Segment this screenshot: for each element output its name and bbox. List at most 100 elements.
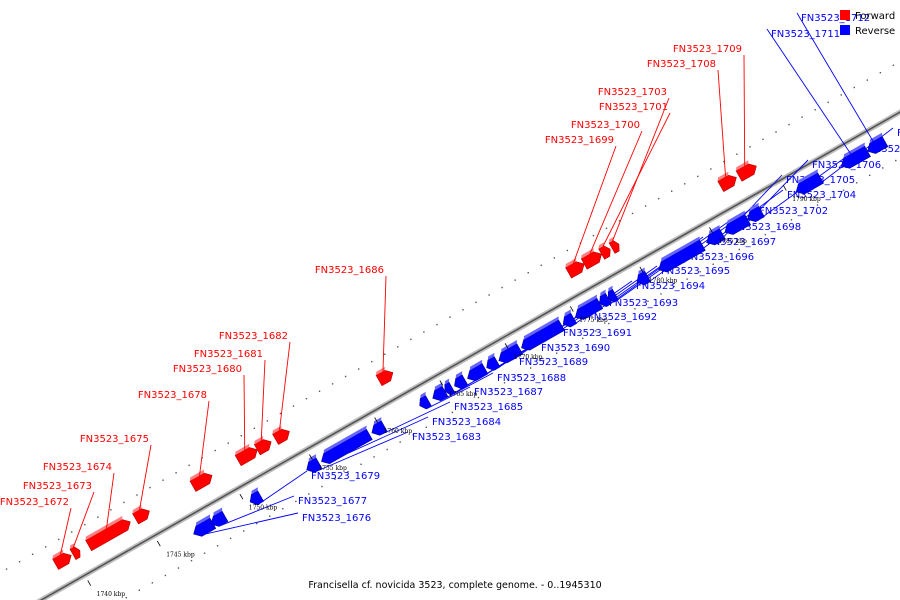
track-dot bbox=[162, 479, 164, 481]
tick-label: 1790 kbp bbox=[792, 196, 821, 203]
gene-fn3523_1708[interactable]: FN3523_1708 bbox=[647, 59, 739, 193]
gene-fn3523_1683[interactable]: FN3523_1683 bbox=[302, 431, 481, 475]
gene-fn3523_1681[interactable]: FN3523_1681 bbox=[194, 349, 274, 456]
gene-fn3523_1712[interactable]: FN3523_1712 bbox=[796, 12, 890, 157]
track-dot bbox=[425, 426, 427, 428]
gene-fn3523_1687[interactable]: FN3523_1687 bbox=[415, 386, 543, 411]
track-dot bbox=[123, 501, 125, 504]
track-dot bbox=[321, 485, 323, 488]
gene-fn3523_1678[interactable]: FN3523_1678 bbox=[138, 390, 215, 492]
track-dot bbox=[203, 552, 206, 554]
track-dot bbox=[149, 486, 151, 489]
gene-fn3523_1676[interactable]: FN3523_1676 bbox=[189, 512, 371, 539]
gene-label: FN3523_1693 bbox=[609, 298, 678, 309]
gene-fn3523_1673[interactable]: FN3523_1673 bbox=[23, 481, 95, 561]
track-dot bbox=[592, 234, 595, 237]
track-dot bbox=[44, 546, 47, 548]
legend-label: Reverse bbox=[855, 26, 895, 37]
track-dot bbox=[542, 359, 545, 362]
gene-arrow bbox=[717, 174, 737, 193]
gene-fn3523_1709[interactable]: FN3523_1709 bbox=[673, 44, 759, 182]
gene-label: FN3523_1694 bbox=[636, 281, 705, 292]
gene-label: FN3523_1689 bbox=[519, 357, 588, 368]
track-dot bbox=[175, 472, 177, 474]
track-dot bbox=[308, 493, 310, 495]
gene-arrow-top bbox=[564, 309, 571, 317]
gene-fn3523_1704[interactable]: FN3523_1704 bbox=[654, 189, 856, 275]
leader-line bbox=[199, 400, 210, 476]
track-dot bbox=[647, 300, 649, 303]
gene-label: FN3523_1712 bbox=[801, 13, 870, 24]
gene-fn3523_1700[interactable]: FN3523_1700 bbox=[571, 120, 643, 270]
gene-arrow-top bbox=[735, 160, 749, 171]
gene-arrow-top bbox=[600, 289, 606, 297]
gene-fn3523_1699[interactable]: FN3523_1699 bbox=[545, 135, 617, 279]
track-dot bbox=[295, 500, 297, 503]
gene-fn3523_1672[interactable]: FN3523_1672 bbox=[0, 497, 74, 570]
gene-fn3523_1686[interactable]: FN3523_1686 bbox=[315, 265, 396, 387]
track-dot bbox=[347, 471, 349, 473]
leader-line bbox=[348, 416, 429, 454]
track-dot bbox=[164, 574, 167, 577]
gene-label: FN3523_1699 bbox=[545, 135, 614, 146]
gene-fn3523_1674[interactable]: FN3523_1674 bbox=[43, 462, 133, 552]
legend: Forward Reverse bbox=[840, 10, 895, 37]
track-dot bbox=[449, 316, 451, 318]
track-dot bbox=[621, 315, 623, 317]
track-dot bbox=[371, 360, 373, 363]
track-dot bbox=[462, 309, 464, 311]
track-dot bbox=[410, 338, 412, 341]
track-dot bbox=[775, 131, 777, 133]
tick-mark bbox=[374, 417, 378, 423]
gene-arrow bbox=[253, 439, 272, 456]
leader-line bbox=[279, 341, 291, 431]
track-dot bbox=[527, 272, 529, 274]
track-dot bbox=[764, 233, 767, 236]
track-dot bbox=[282, 508, 284, 510]
tick-mark bbox=[309, 454, 313, 460]
tick-label: 1785 kbp bbox=[718, 238, 747, 245]
gene-arrow bbox=[234, 447, 258, 467]
gene-fn3523_1685[interactable]: FN3523_1685 bbox=[367, 401, 523, 438]
leader-line bbox=[206, 512, 299, 535]
gene-arrow-top bbox=[469, 359, 483, 371]
gene-arrow bbox=[454, 374, 469, 390]
track-dot bbox=[605, 227, 608, 229]
gene-fn3523_1682[interactable]: FN3523_1682 bbox=[219, 331, 293, 445]
track-dot bbox=[553, 257, 556, 259]
track-dot bbox=[569, 345, 571, 347]
track-dot bbox=[125, 596, 127, 599]
track-dot bbox=[842, 189, 845, 191]
tick-mark bbox=[639, 266, 644, 273]
tick-label: 1750 kbp bbox=[249, 505, 278, 512]
track-dot bbox=[803, 211, 806, 214]
gene-fn3523_1684[interactable]: FN3523_1684 bbox=[317, 416, 501, 467]
track-dot bbox=[882, 167, 884, 169]
gene-arrow-top bbox=[608, 285, 613, 292]
gene-label: FN3523_1678 bbox=[138, 390, 207, 401]
track-dot bbox=[216, 545, 219, 547]
track-dot bbox=[331, 383, 334, 385]
track-dot bbox=[801, 116, 803, 118]
gene-fn3523_1679[interactable]: FN3523_1679 bbox=[246, 470, 380, 507]
backbone-core bbox=[39, 111, 900, 600]
gene-arrow-top bbox=[272, 425, 282, 435]
gene-fn3523_1688[interactable]: FN3523_1688 bbox=[428, 372, 566, 403]
gene-arrow-top bbox=[69, 543, 75, 550]
gene-label: FN3523_1680 bbox=[173, 364, 242, 375]
track-dot bbox=[305, 397, 308, 400]
gene-fn3523_1677[interactable]: FN3523_1677 bbox=[207, 495, 368, 529]
genome-caption: Francisella cf. novicida 3523, complete … bbox=[308, 580, 601, 591]
gene-fn3523_1675[interactable]: FN3523_1675 bbox=[80, 434, 153, 525]
gene-arrow-top bbox=[213, 507, 223, 517]
gene-label: FN3523_1688 bbox=[497, 373, 566, 384]
gene-fn3523_1703[interactable]: FN3523_1703 bbox=[598, 87, 670, 254]
gene-fn3523_1711[interactable]: FN3523_1711 bbox=[766, 28, 872, 171]
gene-label: FN3523_1684 bbox=[432, 417, 501, 428]
track-dot bbox=[110, 509, 112, 511]
tick-label: 1745 kbp bbox=[166, 552, 195, 559]
gene-fn3523_1680[interactable]: FN3523_1680 bbox=[173, 364, 260, 467]
track-dot bbox=[514, 279, 516, 281]
tick-label: 1775 kbp bbox=[579, 317, 608, 324]
track-dot bbox=[697, 175, 699, 178]
